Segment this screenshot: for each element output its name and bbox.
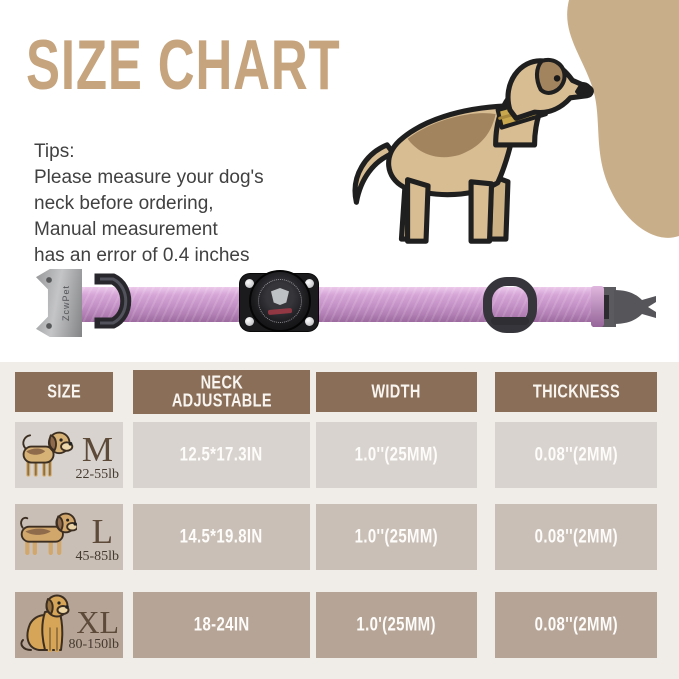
size-cell-xl: XL 80-150lb [15, 592, 123, 658]
dog-near-leg [405, 177, 431, 244]
size-letter: M [81, 430, 113, 469]
dog-ear [534, 57, 567, 95]
header-width: WIDTH [316, 372, 477, 412]
collar-d-ring [94, 273, 132, 329]
dog-eye [553, 75, 561, 82]
page-title: SIZE CHART [26, 25, 341, 105]
puppy-standing-icon [22, 431, 74, 477]
airtag-screw [245, 317, 254, 326]
dog-back-patch [407, 113, 496, 158]
size-cell-l: L 45-85lb [15, 504, 123, 570]
airtag-emblem-icon [271, 288, 289, 305]
strap-slider [483, 277, 537, 333]
size-cell-m: M 22-55lb [15, 422, 123, 488]
dog-illustration [352, 57, 594, 244]
dog-nose [575, 81, 592, 97]
dog-sitting-icon [20, 594, 70, 653]
width-value-l: 1.0''(25MM) [316, 504, 477, 570]
thickness-value-xl: 0.08''(2MM) [495, 592, 657, 658]
weight-range: 22-55lb [75, 467, 119, 482]
header-size: SIZE [15, 372, 113, 412]
size-letter: XL [76, 604, 119, 640]
strap-end-wrap [591, 286, 604, 327]
header-neck-adjustable: NECK ADJUSTABLE [133, 370, 310, 414]
neck-value-l: 14.5*19.8IN [133, 504, 310, 570]
airtag-screw [305, 279, 314, 288]
corner-blob-shape [567, 0, 679, 238]
header-thickness: THICKNESS [495, 372, 657, 412]
tips-heading: Tips: [34, 141, 75, 162]
width-value-xl: 1.0'(25MM) [316, 592, 477, 658]
thickness-value-m: 0.08''(2MM) [495, 422, 657, 488]
dog-tail [352, 142, 396, 205]
weight-range: 80-150lb [68, 637, 119, 652]
neck-value-m: 12.5*17.3IN [133, 422, 310, 488]
tips-line: neck before ordering, [34, 193, 214, 214]
width-value-m: 1.0''(25MM) [316, 422, 477, 488]
neck-value-xl: 18-24IN [133, 592, 310, 658]
airtag-screw [305, 317, 314, 326]
weight-range: 45-85lb [75, 549, 119, 564]
airtag-screw [245, 279, 254, 288]
tips-text: Tips: Please measure your dog's neck bef… [34, 139, 264, 269]
tips-line: has an error of 0.4 inches [34, 245, 250, 266]
dog-near-leg [468, 179, 495, 244]
tips-line: Please measure your dog's [34, 167, 264, 188]
buckle-brand-text: ZcwPet [61, 285, 71, 322]
tips-line: Manual measurement [34, 219, 218, 240]
airtag-disc-text-ring [258, 279, 302, 323]
thickness-value-l: 0.08''(2MM) [495, 504, 657, 570]
dachshund-walking-icon [20, 512, 77, 556]
size-letter: L [91, 512, 113, 551]
strap-slider-bar [491, 317, 529, 325]
